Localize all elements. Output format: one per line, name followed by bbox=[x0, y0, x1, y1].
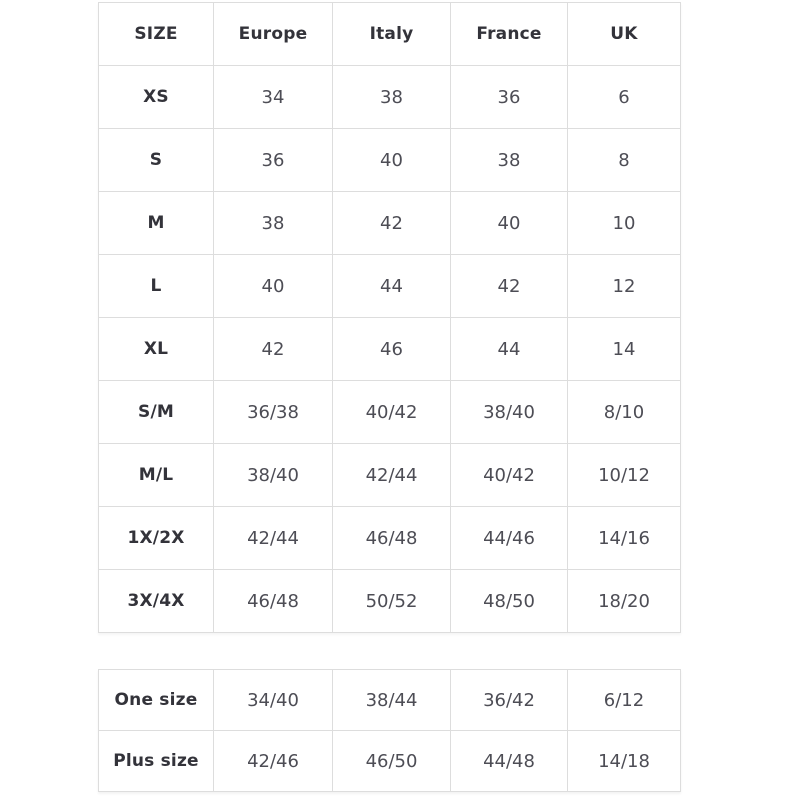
size-label: Plus size bbox=[98, 730, 214, 792]
table-row-ml: M/L 38/40 42/44 40/42 10/12 bbox=[98, 443, 681, 507]
italy-value: 40/42 bbox=[332, 380, 451, 444]
italy-value: 42/44 bbox=[332, 443, 451, 507]
italy-value: 38/44 bbox=[332, 669, 451, 731]
france-value: 38 bbox=[450, 128, 568, 192]
table-row-3x4x: 3X/4X 46/48 50/52 48/50 18/20 bbox=[98, 569, 681, 633]
italy-value: 46 bbox=[332, 317, 451, 381]
table-row-plus-size: Plus size 42/46 46/50 44/48 14/18 bbox=[98, 730, 681, 792]
italy-value: 50/52 bbox=[332, 569, 451, 633]
france-value: 36 bbox=[450, 65, 568, 129]
table-row-xl: XL 42 46 44 14 bbox=[98, 317, 681, 381]
size-label: S bbox=[98, 128, 214, 192]
table-row-1x2x: 1X/2X 42/44 46/48 44/46 14/16 bbox=[98, 506, 681, 570]
tables-container: SIZE Europe Italy France UK XS 34 38 36 … bbox=[98, 2, 681, 792]
europe-value: 34/40 bbox=[213, 669, 333, 731]
uk-value: 10 bbox=[567, 191, 681, 255]
column-header-italy: Italy bbox=[332, 2, 451, 66]
france-value: 42 bbox=[450, 254, 568, 318]
column-header-france: France bbox=[450, 2, 568, 66]
table-row-xs: XS 34 38 36 6 bbox=[98, 65, 681, 129]
uk-value: 8/10 bbox=[567, 380, 681, 444]
europe-value: 40 bbox=[213, 254, 333, 318]
uk-value: 14/16 bbox=[567, 506, 681, 570]
france-value: 40 bbox=[450, 191, 568, 255]
uk-value: 14 bbox=[567, 317, 681, 381]
column-header-uk: UK bbox=[567, 2, 681, 66]
uk-value: 8 bbox=[567, 128, 681, 192]
size-label: M bbox=[98, 191, 214, 255]
uk-value: 6/12 bbox=[567, 669, 681, 731]
size-label: One size bbox=[98, 669, 214, 731]
france-value: 40/42 bbox=[450, 443, 568, 507]
table-row-one-size: One size 34/40 38/44 36/42 6/12 bbox=[98, 669, 681, 731]
size-label: XL bbox=[98, 317, 214, 381]
italy-value: 44 bbox=[332, 254, 451, 318]
table-row-s: S 36 40 38 8 bbox=[98, 128, 681, 192]
france-value: 38/40 bbox=[450, 380, 568, 444]
table-row-m: M 38 42 40 10 bbox=[98, 191, 681, 255]
france-value: 48/50 bbox=[450, 569, 568, 633]
europe-value: 38/40 bbox=[213, 443, 333, 507]
size-label: M/L bbox=[98, 443, 214, 507]
italy-value: 46/50 bbox=[332, 730, 451, 792]
uk-value: 12 bbox=[567, 254, 681, 318]
size-label: 3X/4X bbox=[98, 569, 214, 633]
europe-value: 42/44 bbox=[213, 506, 333, 570]
europe-value: 42 bbox=[213, 317, 333, 381]
italy-value: 38 bbox=[332, 65, 451, 129]
size-label: L bbox=[98, 254, 214, 318]
france-value: 44/48 bbox=[450, 730, 568, 792]
italy-value: 40 bbox=[332, 128, 451, 192]
france-value: 44/46 bbox=[450, 506, 568, 570]
uk-value: 10/12 bbox=[567, 443, 681, 507]
uk-value: 18/20 bbox=[567, 569, 681, 633]
header-row: SIZE Europe Italy France UK bbox=[98, 2, 681, 66]
italy-value: 46/48 bbox=[332, 506, 451, 570]
france-value: 44 bbox=[450, 317, 568, 381]
table-row-l: L 40 44 42 12 bbox=[98, 254, 681, 318]
europe-value: 42/46 bbox=[213, 730, 333, 792]
europe-value: 36 bbox=[213, 128, 333, 192]
europe-value: 46/48 bbox=[213, 569, 333, 633]
table-row-sm: S/M 36/38 40/42 38/40 8/10 bbox=[98, 380, 681, 444]
uk-value: 6 bbox=[567, 65, 681, 129]
size-label: S/M bbox=[98, 380, 214, 444]
special-sizes-table: One size 34/40 38/44 36/42 6/12 Plus siz… bbox=[98, 669, 681, 792]
size-label: XS bbox=[98, 65, 214, 129]
size-label: 1X/2X bbox=[98, 506, 214, 570]
uk-value: 14/18 bbox=[567, 730, 681, 792]
size-conversion-table: SIZE Europe Italy France UK XS 34 38 36 … bbox=[98, 2, 681, 633]
france-value: 36/42 bbox=[450, 669, 568, 731]
europe-value: 38 bbox=[213, 191, 333, 255]
europe-value: 36/38 bbox=[213, 380, 333, 444]
column-header-europe: Europe bbox=[213, 2, 333, 66]
italy-value: 42 bbox=[332, 191, 451, 255]
column-header-size: SIZE bbox=[98, 2, 214, 66]
europe-value: 34 bbox=[213, 65, 333, 129]
